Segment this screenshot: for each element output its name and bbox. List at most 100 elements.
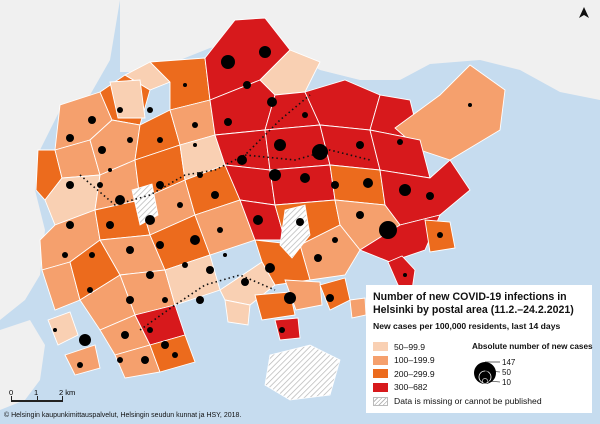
class-swatch: [373, 355, 388, 365]
case-dot: [146, 271, 154, 279]
absolute-label-50: 50: [502, 368, 511, 377]
case-dot: [243, 81, 251, 89]
class-label: 100–199.9: [394, 355, 435, 366]
case-dot: [269, 169, 281, 181]
case-dot: [331, 181, 339, 189]
case-dot: [265, 263, 275, 273]
case-dot: [79, 334, 91, 346]
case-dot: [302, 112, 308, 118]
missing-area-3: [264, 344, 341, 401]
case-dot: [145, 215, 155, 225]
case-dots: [53, 46, 472, 368]
case-dot: [284, 292, 296, 304]
class-row: 50–99.9: [373, 340, 435, 354]
case-dot: [177, 202, 183, 208]
area-ne-3: [394, 64, 506, 161]
area-s-island-4: [319, 277, 351, 311]
land-west: [0, 0, 120, 320]
case-dot: [197, 172, 203, 178]
class-row: 300–682: [373, 381, 435, 395]
case-dot: [88, 116, 96, 124]
case-dot: [267, 97, 277, 107]
case-dot: [161, 341, 169, 349]
case-dot: [66, 181, 74, 189]
case-dot: [363, 178, 373, 188]
case-dot: [192, 122, 198, 128]
case-dot: [379, 221, 397, 239]
missing-area-1: [131, 183, 159, 226]
case-dot: [182, 262, 188, 268]
credit: © Helsingin kaupunkimittauspalvelut, Hel…: [4, 412, 242, 419]
leader-medium: [484, 370, 501, 373]
area-e-2: [269, 164, 336, 206]
case-dot: [77, 362, 83, 368]
scale-bar: 0 1 2 km: [8, 388, 75, 408]
case-dot: [97, 182, 103, 188]
metro-line-east: [244, 149, 371, 161]
scale-tick: [62, 396, 63, 402]
case-dot: [196, 296, 204, 304]
scale-label-2: 2 km: [59, 388, 76, 397]
legend-title: Number of new COVID-19 infections in Hel…: [373, 291, 574, 316]
case-dot: [183, 83, 187, 87]
case-dot: [326, 294, 334, 302]
class-row: 200–299.9: [373, 367, 435, 381]
case-dot: [157, 137, 163, 143]
missing-row: Data is missing or cannot be published: [373, 396, 542, 406]
legend-subtitle: New cases per 100,000 residents, last 14…: [373, 321, 561, 331]
case-dot: [356, 211, 364, 219]
case-dot: [147, 107, 153, 113]
case-dot: [259, 46, 271, 58]
case-dot: [117, 357, 123, 363]
missing-label: Data is missing or cannot be published: [394, 396, 542, 406]
case-dot: [279, 327, 285, 333]
land-southwest: [0, 320, 45, 410]
case-dot: [147, 327, 153, 333]
class-swatch: [373, 382, 388, 392]
class-row: 100–199.9: [373, 354, 435, 368]
case-dot: [237, 155, 247, 165]
case-dot: [241, 278, 249, 286]
case-dot: [115, 195, 125, 205]
case-dot: [468, 103, 472, 107]
case-dot: [66, 221, 74, 229]
case-dot: [89, 252, 95, 258]
missing-swatch: [373, 396, 388, 406]
absolute-label-147: 147: [502, 358, 516, 367]
absolute-symbols: [474, 361, 501, 384]
case-dot: [106, 221, 114, 229]
north-arrow-icon: [579, 7, 589, 18]
missing-area-2: [279, 204, 311, 259]
rate-classes: 50–99.9 100–199.9 200–299.9 300–682: [373, 340, 435, 394]
case-dot: [403, 273, 407, 277]
case-dot: [296, 218, 304, 226]
case-dot: [156, 241, 164, 249]
case-dot: [193, 143, 197, 147]
class-label: 300–682: [394, 382, 428, 393]
case-dot: [300, 173, 310, 183]
legend: Number of new COVID-19 infections in Hel…: [366, 285, 593, 413]
case-dot: [253, 215, 263, 225]
case-dot: [312, 144, 328, 160]
scale-tick: [37, 396, 38, 402]
case-dot: [87, 287, 93, 293]
case-dot: [121, 331, 129, 339]
case-dot: [399, 184, 411, 196]
case-dot: [190, 235, 200, 245]
case-dot: [126, 246, 134, 254]
case-dot: [397, 139, 403, 145]
scale-label-1: 1: [34, 388, 39, 397]
case-dot: [126, 296, 134, 304]
case-dot: [221, 55, 235, 69]
case-dot: [211, 191, 219, 199]
case-dot: [332, 237, 338, 243]
case-dot: [224, 118, 232, 126]
case-dot: [53, 328, 57, 332]
absolute-label-10: 10: [502, 378, 511, 387]
case-dot: [223, 253, 227, 257]
class-label: 50–99.9: [394, 341, 426, 352]
area-s-island-3: [274, 317, 301, 341]
case-dot: [108, 168, 112, 172]
area-s-island-6: [349, 297, 367, 319]
